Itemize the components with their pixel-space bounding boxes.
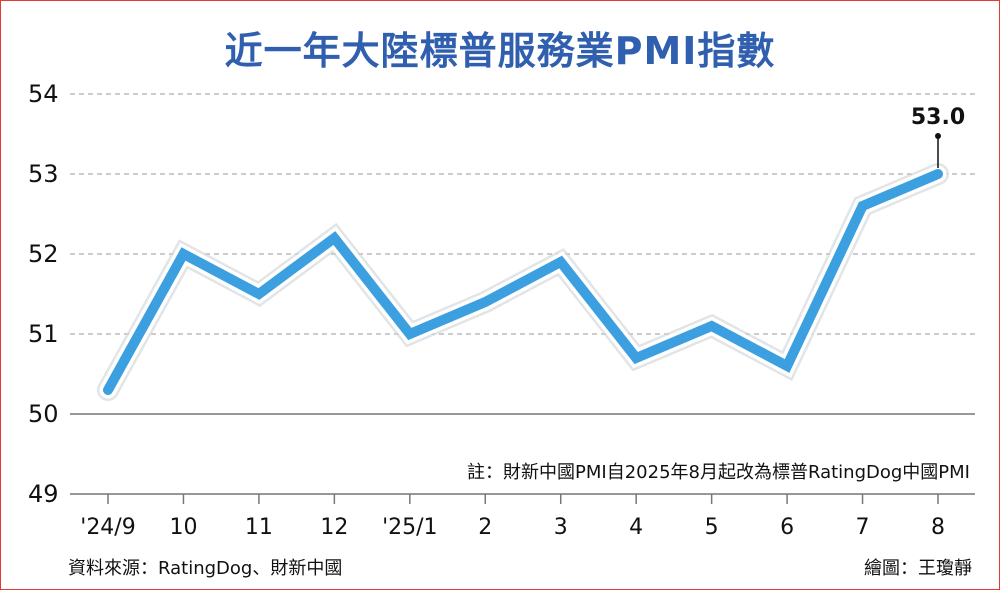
x-tick-label: '25/1 [382, 515, 437, 540]
y-tick-label: 51 [28, 320, 59, 348]
source-text: 資料來源：RatingDog、財新中國 [68, 558, 343, 579]
chart-title: 近一年大陸標普服務業PMI指數 [224, 29, 776, 73]
x-tick-label: 8 [931, 515, 945, 540]
y-tick-label: 50 [28, 400, 59, 428]
x-axis: '24/9 10 11 12 '25/1 2 3 4 5 6 7 8 [80, 494, 945, 540]
x-tick-label: 3 [554, 515, 568, 540]
chart-note: 註：財新中國PMI自2025年8月起改為標普RatingDog中國PMI [467, 462, 970, 483]
x-tick-label: '24/9 [80, 515, 135, 540]
credit-text: 繪圖：王瓊靜 [864, 558, 972, 579]
peak-leader-dot [935, 133, 941, 139]
data-point [182, 253, 185, 255]
data-point [559, 261, 562, 263]
x-tick-label: 6 [780, 515, 794, 540]
data-point [861, 205, 864, 207]
x-tick-label: 5 [705, 515, 719, 540]
data-point [333, 237, 336, 239]
data-point [257, 293, 260, 295]
x-tick-label: 12 [320, 515, 348, 540]
y-tick-label: 53 [28, 160, 59, 188]
x-tick-label: 7 [856, 515, 870, 540]
data-point [408, 333, 411, 335]
y-tick-label: 49 [28, 480, 59, 508]
grid-lines [70, 93, 975, 495]
y-tick-label: 54 [28, 80, 59, 108]
x-tick-label: 4 [629, 515, 643, 540]
series-line-path [103, 169, 943, 395]
y-tick-label: 52 [28, 240, 59, 268]
peak-annotation: 53.0 [911, 105, 965, 168]
x-tick-label: 11 [245, 515, 273, 540]
data-point [107, 389, 109, 391]
data-point [710, 325, 713, 327]
y-axis-ticks: 49 50 51 52 53 54 [28, 80, 59, 508]
x-tick-label: 10 [169, 515, 197, 540]
data-point [635, 357, 638, 359]
series-line [97, 163, 949, 401]
peak-value-label: 53.0 [911, 105, 965, 130]
x-tick-label: 2 [478, 515, 492, 540]
data-point [786, 365, 789, 367]
data-point [937, 173, 939, 175]
data-point [484, 301, 487, 303]
